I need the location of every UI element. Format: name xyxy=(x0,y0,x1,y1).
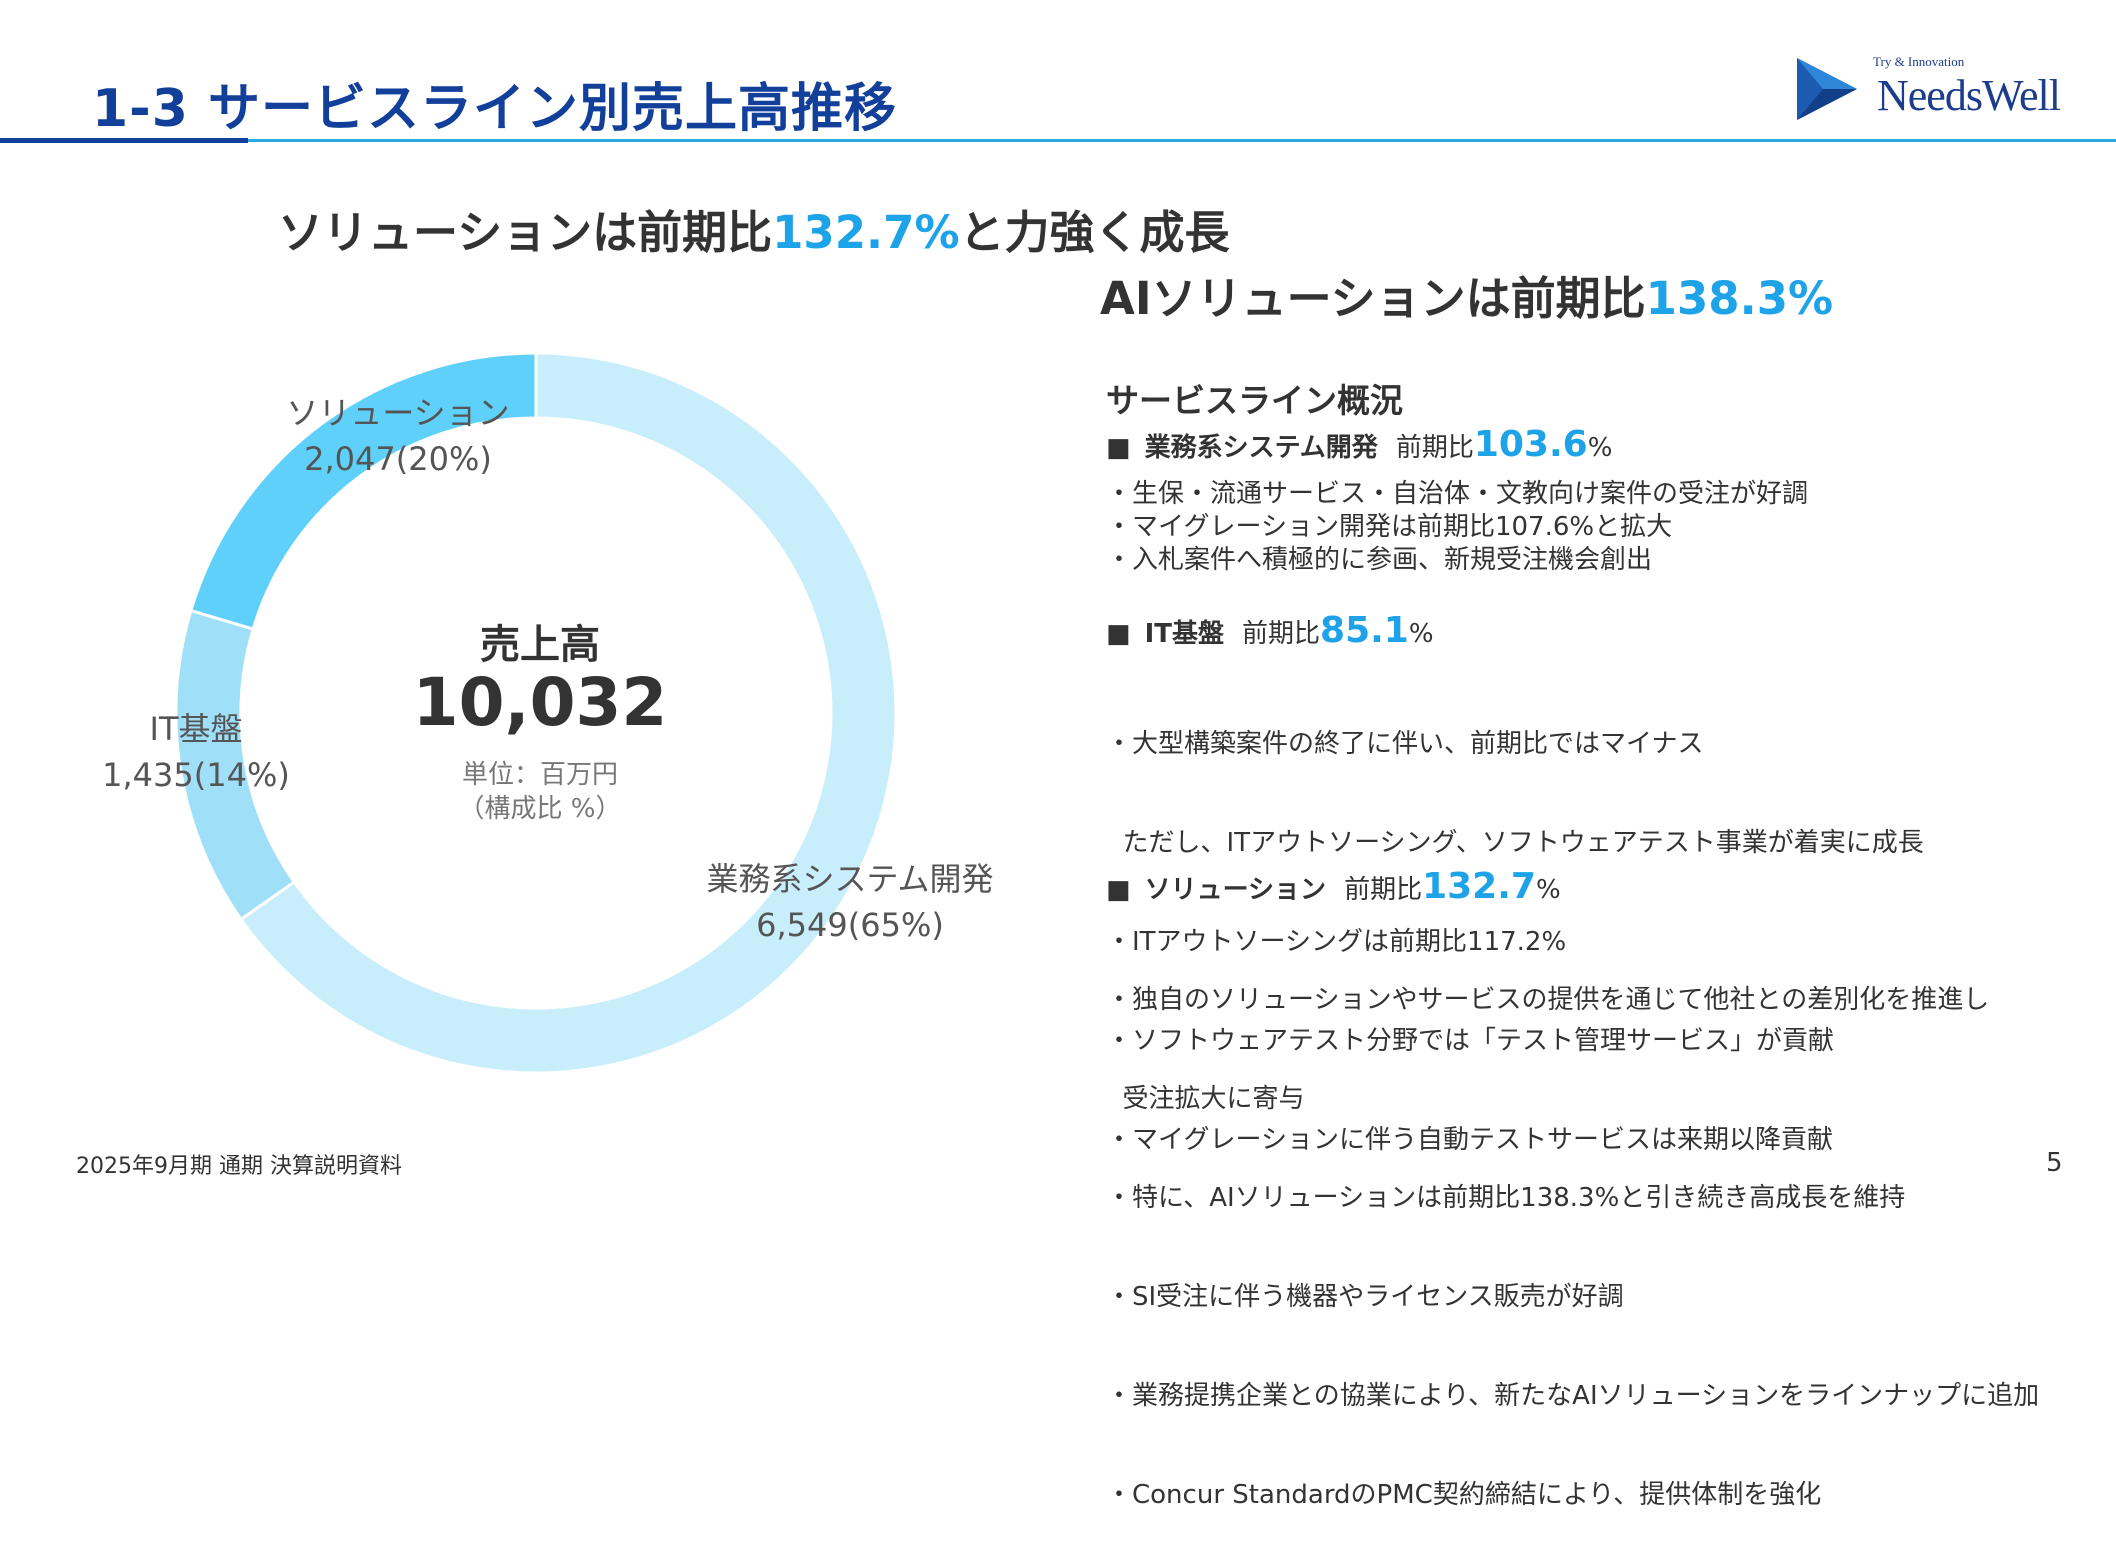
bullet-line: ・大型構築案件の終了に伴い、前期比ではマイナス xyxy=(1106,729,1704,759)
bullet-line: ・Concur StandardのPMC契約締結により、提供体制を強化 xyxy=(1106,1480,1822,1510)
section-head-it-infra: ■ IT基盤 前期比85.1% xyxy=(1106,610,1434,651)
section-name: IT基盤 xyxy=(1144,619,1224,649)
section-bullets-it-infra: ・大型構築案件の終了に伴い、前期比ではマイナス ただし、ITアウトソーシング、ソ… xyxy=(1106,662,1924,1190)
footer-document-title: 2025年9月期 通期 決算説明資料 xyxy=(76,1154,402,1179)
slice-category-label: 業務系システム開発 xyxy=(706,860,993,898)
section-ratio-label: 前期比 xyxy=(1344,875,1423,905)
bullet-line: 受注拡大に寄与 xyxy=(1106,1084,1305,1114)
bullet-line: ・ITアウトソーシングは前期比117.2% xyxy=(1106,927,1567,957)
bullet-line: ・独自のソリューションやサービスの提供を通じて他社との差別化を推進し xyxy=(1106,985,1990,1015)
logo-triangle-icon xyxy=(1797,58,1857,120)
chart-unit-line: 単位：百万円 xyxy=(461,760,618,790)
bullet-line: ・業務提携企業との協業により、新たなAIソリューションをラインナップに追加 xyxy=(1106,1381,2040,1411)
logo-wordmark: NeedsWell xyxy=(1877,71,2061,120)
section-ratio-label: 前期比 xyxy=(1395,433,1474,463)
bullet-line: ・ソフトウェアテスト分野では「テスト管理サービス」が貢献 xyxy=(1106,1026,1835,1056)
section-head-solution: ■ ソリューション 前期比132.7% xyxy=(1106,866,1561,907)
slice-value-label: 6,549(65%) xyxy=(756,906,944,944)
square-bullet-icon: ■ xyxy=(1106,875,1131,905)
slice-category-label: ソリューション xyxy=(286,394,509,432)
chart-center-title: 売上高 xyxy=(480,622,600,668)
headline-solution: ソリューションは前期比132.7%と力強く成長 xyxy=(278,196,1230,261)
bullet-line: ・生保・流通サービス・自治体・文教向け案件の受注が好調 xyxy=(1106,479,1809,509)
bullet-line: ・マイグレーション開発は前期比107.6%と拡大 xyxy=(1106,512,1673,542)
section-ratio-unit: % xyxy=(1587,433,1613,463)
section-name: 業務系システム開発 xyxy=(1144,433,1378,463)
square-bullet-icon: ■ xyxy=(1106,619,1131,649)
overview-title: サービスライン概況 xyxy=(1106,381,1403,420)
slice-category-label: IT基盤 xyxy=(150,710,243,748)
section-ratio-label: 前期比 xyxy=(1242,619,1321,649)
section-ratio-value: 103.6 xyxy=(1473,424,1588,465)
section-bullets-business: ・生保・流通サービス・自治体・文教向け案件の受注が好調 ・マイグレーション開発は… xyxy=(1106,478,1808,577)
bullet-line: ただし、ITアウトソーシング、ソフトウェアテスト事業が着実に成長 xyxy=(1106,828,1924,858)
title-underline-light xyxy=(248,139,2116,142)
section-bullets-solution: ・独自のソリューションやサービスの提供を通じて他社との差別化を推進し 受注拡大に… xyxy=(1106,918,2039,1545)
headline-solution-ratio: 132.7% xyxy=(772,206,960,259)
section-ratio-value: 132.7 xyxy=(1422,866,1536,907)
bullet-line: ・特に、AIソリューションは前期比138.3%と引き続き高成長を維持 xyxy=(1106,1183,1906,1213)
section-name: ソリューション xyxy=(1144,875,1327,905)
headline-ai: AIソリューションは前期比138.3% xyxy=(1100,262,1833,327)
section-ratio-unit: % xyxy=(1408,619,1434,649)
headline-solution-suffix: と力強く成長 xyxy=(959,206,1230,259)
page-number: 5 xyxy=(2046,1148,2063,1178)
headline-solution-prefix: ソリューションは前期比 xyxy=(278,206,773,259)
donut-slice xyxy=(238,351,898,1075)
square-bullet-icon: ■ xyxy=(1106,433,1131,463)
logo-tagline: Try & Innovation xyxy=(1873,54,1965,69)
section-ratio-value: 85.1 xyxy=(1320,610,1409,651)
chart-ratio-note: （構成比 %） xyxy=(458,794,622,824)
headline-ai-ratio: 138.3% xyxy=(1645,272,1834,325)
title-underline-dark xyxy=(0,138,248,143)
bullet-line: ・入札案件へ積極的に参画、新規受注機会創出 xyxy=(1106,545,1653,575)
donut-chart: 業務系システム開発 6,549(65%) IT基盤 1,435(14%) ソリューション… xyxy=(102,351,994,1075)
donut-slice xyxy=(189,351,538,631)
chart-center-unit: 単位：百万円 （構成比 %） xyxy=(380,758,700,826)
section-head-business: ■ 業務系システム開発 前期比103.6% xyxy=(1106,424,1612,465)
headline-ai-prefix: AIソリューションは前期比 xyxy=(1100,272,1646,325)
page-title: 1-3 サービスライン別売上高推移 xyxy=(92,79,898,139)
chart-center-value: 10,032 xyxy=(412,664,668,741)
bullet-line: ・SI受注に伴う機器やライセンス販売が好調 xyxy=(1106,1282,1624,1312)
slice-value-label: 2,047(20%) xyxy=(304,440,492,478)
company-logo: Try & Innovation NeedsWell xyxy=(1795,52,2075,132)
bullet-line: ・マイグレーションに伴う自動テストサービスは来期以降貢献 xyxy=(1106,1125,1833,1155)
slice-value-label: 1,435(14%) xyxy=(102,756,290,794)
section-ratio-unit: % xyxy=(1535,875,1561,905)
